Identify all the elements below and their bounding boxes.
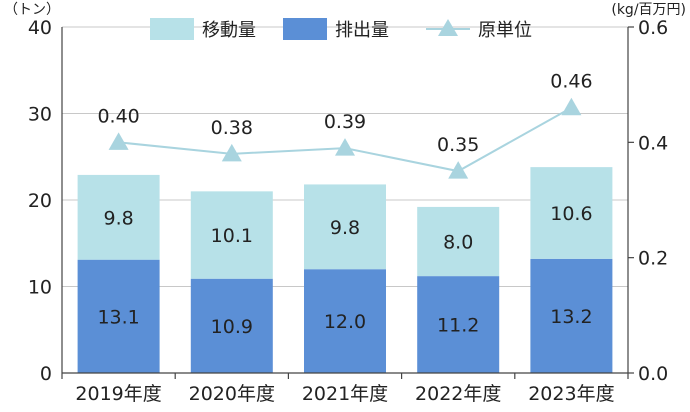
bar-segment-transfer	[417, 206, 500, 277]
intensity-label: 0.39	[324, 111, 366, 133]
bar-label-transfer: 9.8	[330, 217, 360, 239]
bar-label-emission: 10.9	[211, 316, 253, 338]
bar-segment-transfer	[530, 167, 613, 259]
bar-segment-transfer	[77, 174, 160, 260]
bar-label-transfer: 10.1	[211, 225, 253, 247]
bar-label-emission: 12.0	[324, 311, 366, 333]
bar-segment-emission	[77, 259, 160, 373]
right-tick-label: 0.6	[638, 17, 668, 39]
right-axis-unit: (kg/百万円)	[611, 2, 686, 18]
intensity-label: 0.38	[211, 117, 253, 139]
x-tick-label: 2021年度	[302, 383, 388, 405]
bar-label-emission: 13.1	[97, 306, 139, 328]
intensity-label: 0.46	[550, 71, 592, 93]
bar-label-transfer: 9.8	[103, 207, 133, 229]
legend: 移動量 排出量 原単位	[150, 18, 532, 41]
right-tick-label: 0.2	[638, 248, 668, 270]
intensity-marker	[108, 132, 129, 150]
bars	[77, 167, 613, 373]
intensity-label: 0.40	[97, 105, 139, 127]
left-tick-label: 20	[28, 190, 52, 212]
legend-marker	[438, 19, 458, 36]
x-tick-label: 2020年度	[189, 383, 275, 405]
right-tick-label: 0.4	[638, 132, 668, 154]
value-labels: 13.1 9.8 10.9 10.1 12.0 9.8 11.2 8.0 13.2 10.6 0.4…	[97, 71, 592, 338]
legend-label: 排出量	[335, 20, 389, 41]
x-tick-label: 2023年度	[528, 383, 614, 405]
bar-segment-emission	[190, 278, 273, 373]
left-tick-label: 30	[28, 104, 52, 126]
legend-swatch	[150, 18, 194, 40]
intensity-label: 0.35	[437, 134, 479, 156]
intensity-marker	[448, 161, 469, 179]
right-tick-label: 0.0	[638, 363, 668, 385]
bar-segment-emission	[417, 276, 500, 373]
legend-label: 移動量	[202, 20, 256, 41]
left-tick-label: 40	[28, 17, 52, 39]
intensity-line	[108, 97, 582, 179]
x-tick-label: 2019年度	[75, 383, 161, 405]
bar-label-emission: 13.2	[550, 306, 592, 328]
legend-label: 原単位	[478, 20, 532, 41]
bar-segment-transfer	[304, 184, 386, 270]
bar-label-emission: 11.2	[437, 315, 479, 337]
left-axis-unit: （トン）	[4, 2, 60, 18]
bar-segment-emission	[530, 258, 613, 373]
x-tick-label: 2022年度	[415, 383, 501, 405]
bar-label-transfer: 8.0	[443, 232, 473, 254]
bar-segment-emission	[304, 269, 386, 373]
intensity-marker	[221, 143, 242, 162]
legend-swatch	[283, 18, 327, 40]
intensity-marker	[561, 97, 582, 116]
left-tick-label: 10	[28, 277, 52, 299]
left-tick-label: 0	[40, 363, 52, 385]
axes: 0 10 20 30 40 0.0 0.2 0.4 0.6 （トン） (kg/百万円) 2019年度 2…	[4, 2, 686, 405]
bar-segment-transfer	[190, 191, 273, 279]
bar-label-transfer: 10.6	[550, 203, 592, 225]
intensity-marker	[335, 138, 355, 156]
